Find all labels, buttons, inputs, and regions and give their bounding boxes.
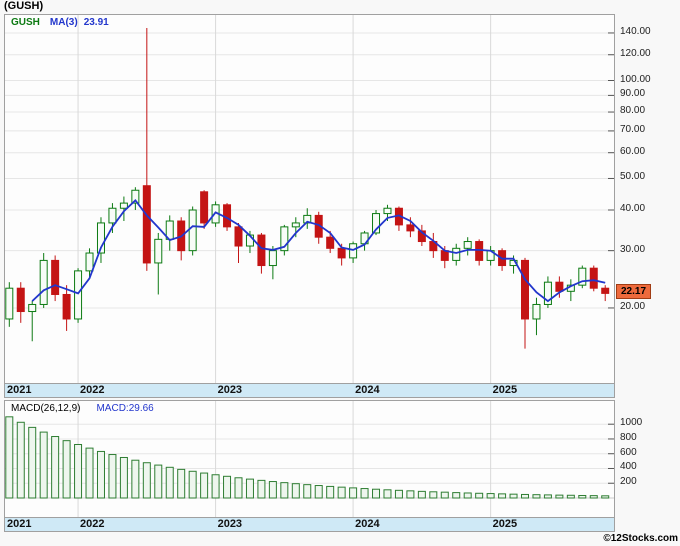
- year-label: 2021: [7, 384, 32, 396]
- price-y-tick-label: 140.00: [620, 25, 651, 37]
- year-label: 2024: [355, 384, 380, 396]
- symbol-label: GUSH: [11, 17, 40, 28]
- price-chart-legend: GUSH MA(3) 23.91: [11, 17, 115, 28]
- last-price-tag: 22.17: [616, 284, 652, 300]
- macd-value-label: MACD:29.66: [96, 403, 154, 414]
- macd-panel: MACD(26,12,9) MACD:29.66: [4, 400, 615, 518]
- year-label: 2022: [80, 384, 105, 396]
- price-chart-panel: GUSH MA(3) 23.91: [4, 14, 615, 384]
- ma-label: MA(3): [49, 17, 78, 28]
- year-label: 2024: [355, 518, 380, 530]
- year-label: 2021: [7, 518, 32, 530]
- price-y-tick-label: 50.00: [620, 171, 646, 183]
- price-y-tick-label: 100.00: [620, 73, 651, 85]
- macd-params-label: MACD(26,12,9): [11, 403, 81, 414]
- macd-chart-canvas: [5, 401, 614, 517]
- macd-y-tick-label: 1000: [620, 417, 643, 429]
- page-title: (GUSH): [4, 0, 44, 12]
- macd-y-tick-label: 800: [620, 431, 637, 443]
- macd-y-tick-label: 600: [620, 446, 637, 458]
- price-y-tick-label: 40.00: [620, 202, 646, 214]
- macd-y-tick-label: 200: [620, 476, 637, 488]
- price-y-tick-label: 70.00: [620, 123, 646, 135]
- macd-y-tick-label: 400: [620, 461, 637, 473]
- price-y-tick-label: 20.00: [620, 300, 646, 312]
- year-label: 2025: [492, 518, 518, 530]
- price-y-tick-label: 120.00: [620, 47, 651, 59]
- year-label: 2023: [217, 518, 243, 530]
- macd-x-axis: 2021 2022 2023 2024 2025: [4, 518, 615, 532]
- year-label: 2025: [492, 384, 518, 396]
- price-chart-canvas: [5, 15, 614, 383]
- price-y-tick-label: 80.00: [620, 105, 646, 117]
- price-y-tick-label: 30.00: [620, 243, 646, 255]
- year-label: 2023: [217, 384, 243, 396]
- copyright: ©12Stocks.com: [603, 533, 678, 544]
- price-y-tick-label: 90.00: [620, 88, 646, 100]
- price-y-tick-label: 60.00: [620, 145, 646, 157]
- ma-value: 23.91: [83, 17, 109, 28]
- price-x-axis: 2021 2022 2023 2024 2025: [4, 384, 615, 398]
- macd-legend: MACD(26,12,9) MACD:29.66: [11, 403, 154, 414]
- year-label: 2022: [80, 518, 105, 530]
